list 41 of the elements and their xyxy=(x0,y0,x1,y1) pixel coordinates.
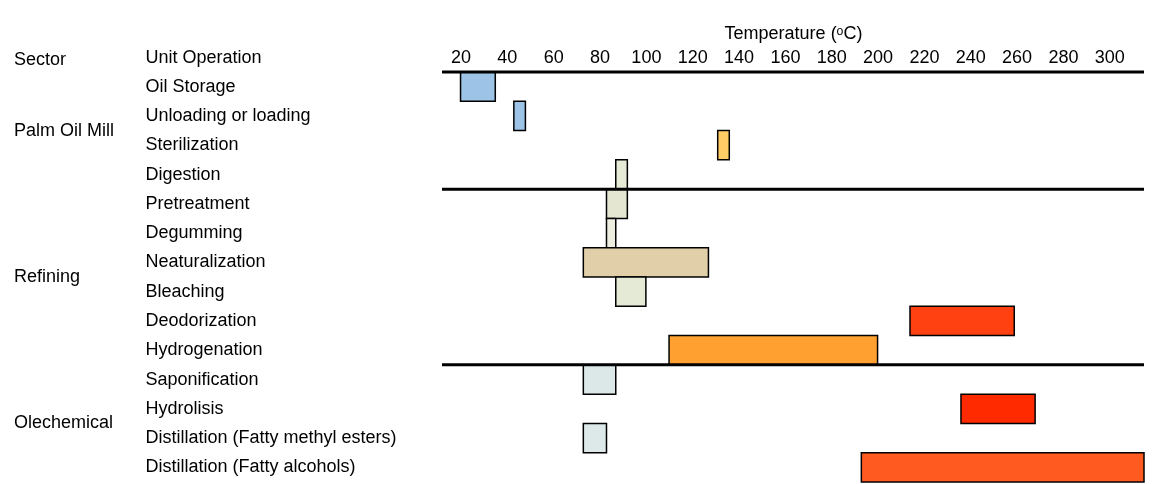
y-tick-label: Distillation (Fatty alcohols) xyxy=(145,456,356,477)
x-tick-label: 180 xyxy=(816,46,847,67)
x-axis-title: Temperature (ᵒC) xyxy=(724,22,863,43)
x-tick-label: 160 xyxy=(770,46,801,67)
x-tick-label: 80 xyxy=(590,46,611,67)
x-tick-label: 60 xyxy=(543,46,564,67)
x-tick-label: 100 xyxy=(631,46,662,67)
x-tick-label: 260 xyxy=(1002,46,1033,67)
x-tick-label: 280 xyxy=(1048,46,1079,67)
y-tick-label: Bleaching xyxy=(145,280,225,301)
y-tick-label: Saponification xyxy=(145,368,259,389)
bar xyxy=(513,100,527,132)
x-tick-label: 40 xyxy=(497,46,518,67)
y-tick-label: Deodorization xyxy=(145,309,257,330)
y-tick-label: Sterilization xyxy=(145,134,239,155)
y-tick-label: Hydrogenation xyxy=(145,339,263,360)
text: Palm Oil Mill xyxy=(14,119,115,140)
bar xyxy=(860,451,1145,483)
x-tick-label: 140 xyxy=(724,46,755,67)
y-tick-label: Oil Storage xyxy=(145,75,236,96)
y-axis-title: Unit Operation xyxy=(145,46,262,67)
y-tick-label: Hydrolisis xyxy=(145,397,224,418)
text: Olechemical xyxy=(14,412,114,433)
y-tick-label: Neaturalization xyxy=(145,251,266,272)
x-tick-label: 200 xyxy=(863,46,894,67)
y-tick-label: Unloading or loading xyxy=(145,104,311,125)
bar xyxy=(909,305,1016,337)
bar xyxy=(716,129,731,161)
bar xyxy=(582,422,608,454)
text: Refining xyxy=(14,266,81,286)
text: Sector xyxy=(14,49,67,69)
bar xyxy=(960,393,1036,425)
x-tick-label: 20 xyxy=(451,46,472,67)
y-tick-label: Digestion xyxy=(145,163,221,184)
y-tick-label: Distillation (Fatty methyl esters) xyxy=(145,427,397,448)
y-tick-label: Degumming xyxy=(145,222,243,243)
x-tick-label: 300 xyxy=(1094,46,1125,67)
x-tick-label: 220 xyxy=(909,46,940,67)
y-tick-label: Pretreatment xyxy=(145,192,250,213)
x-tick-label: 120 xyxy=(677,46,708,67)
x-tick-label: 240 xyxy=(955,46,986,67)
